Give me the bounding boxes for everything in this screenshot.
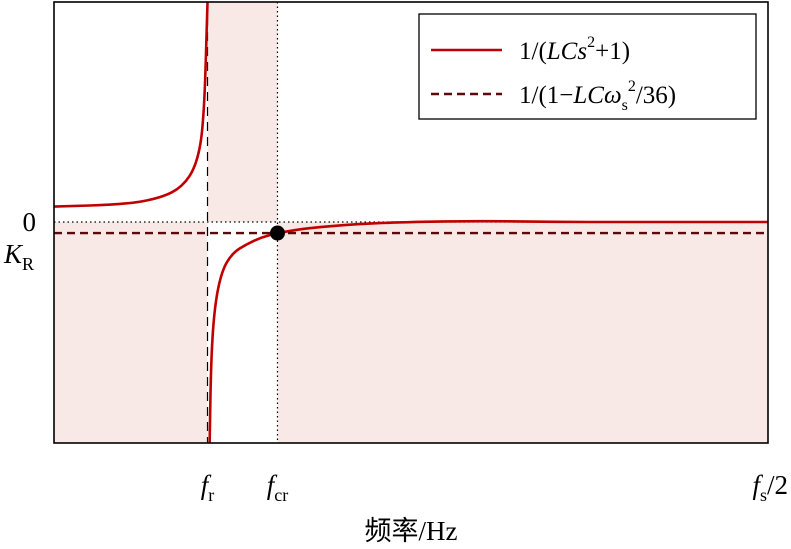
markers [269, 225, 285, 241]
shaded-region-2 [277, 222, 768, 443]
legend-box [418, 13, 757, 120]
legend-text-italic: LCω [572, 82, 621, 109]
plot-frame [53, 1, 769, 444]
x-axis-label: 频率/Hz [365, 516, 458, 546]
legend-text-sup: 2 [628, 78, 636, 95]
shaded-region-1 [207, 2, 278, 222]
y-tick-kr-base: K [3, 239, 24, 269]
legend-label-dashed: 1/(1−LCωs2/36) [519, 78, 676, 114]
legend: 1/(LCs2+1)1/(1−LCωs2/36) [418, 13, 757, 120]
legend-text-italic: LCs [546, 38, 587, 65]
legend-text-pre: 1/(1− [519, 82, 573, 109]
legend-text-post: /36) [636, 82, 676, 109]
x-tick-fs2: fs/2 [752, 470, 788, 505]
legend-label-solid: 1/(LCs2+1) [519, 34, 630, 65]
shaded-regions [54, 2, 768, 443]
legend-text-sub: s [622, 97, 628, 114]
series-lines [53, 1, 768, 444]
x-tick-labels: fr fcr fs/2 [201, 470, 788, 505]
x-tick-fs2-sub: s [760, 485, 767, 505]
x-tick-fcr: fcr [267, 470, 289, 505]
y-tick-zero: 0 [23, 207, 37, 237]
series-0 [53, 1, 768, 444]
curve-branch-0 [53, 1, 209, 208]
x-tick-fcr-base: f [267, 470, 278, 500]
legend-text-post: +1) [595, 38, 630, 65]
shaded-region-0 [54, 222, 208, 443]
x-tick-fs2-base: f [752, 470, 763, 500]
x-tick-fr: fr [201, 470, 215, 505]
marker-point-0 [269, 225, 285, 241]
y-tick-kr-sub: R [22, 254, 34, 274]
x-tick-fcr-sub: cr [274, 485, 288, 505]
x-tick-fr-sub: r [208, 485, 214, 505]
x-tick-fs2-suffix: /2 [767, 470, 788, 500]
curve-branch-1 [208, 219, 768, 444]
y-tick-kr: KR [3, 239, 34, 274]
legend-text-sup: 2 [587, 34, 595, 51]
legend-text-pre: 1/( [519, 38, 547, 65]
y-tick-labels: 0KR [3, 207, 36, 274]
x-tick-fr-base: f [201, 470, 212, 500]
